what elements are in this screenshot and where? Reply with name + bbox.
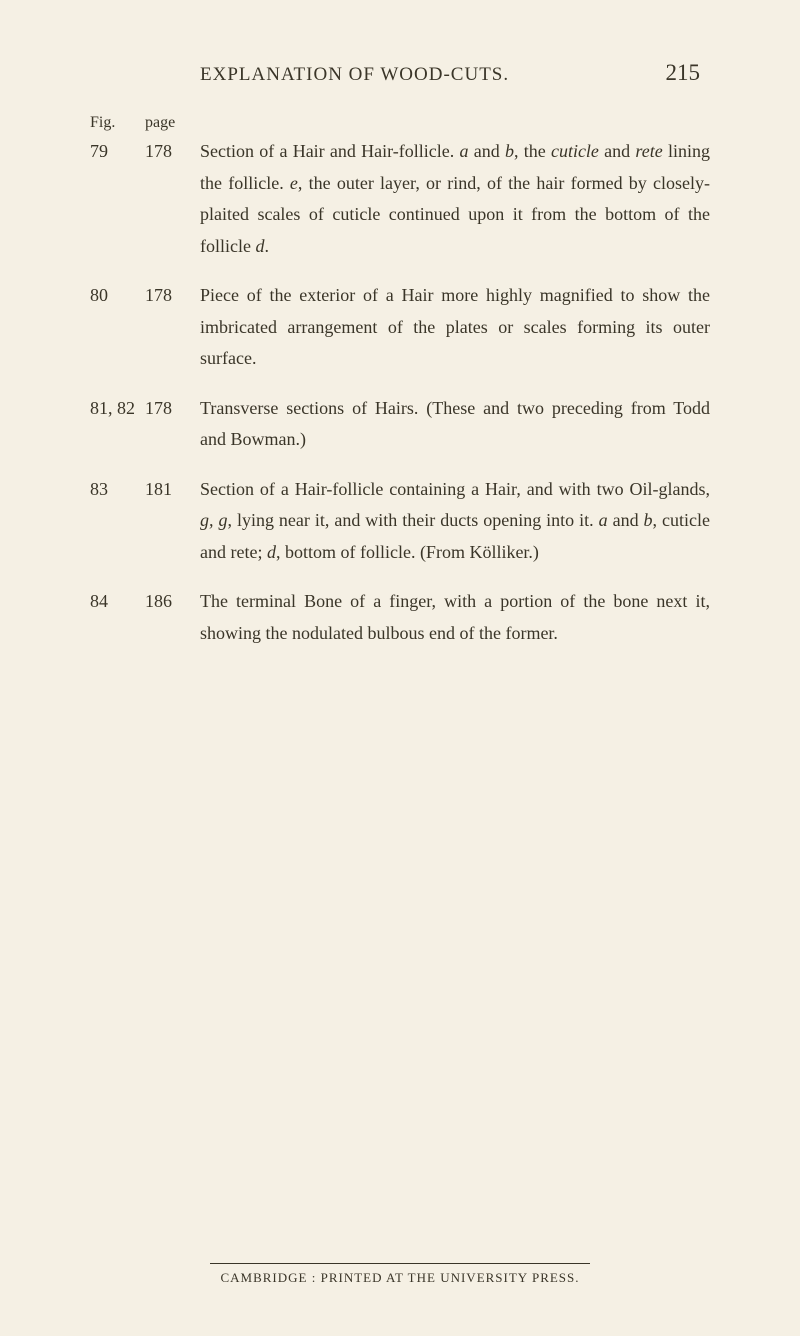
body-text: , lying near it, and with their ducts op…	[227, 510, 598, 530]
italic-text: d	[267, 542, 276, 562]
entry-row: 83181Section of a Hair-follicle containi…	[90, 474, 710, 569]
body-text: Section of a Hair and Hair-follicle.	[200, 141, 459, 161]
italic-text: e	[290, 173, 298, 193]
entry-page: 178	[145, 280, 200, 375]
page-number: 215	[666, 60, 701, 86]
italic-text: cuticle	[551, 141, 599, 161]
entry-fig: 79	[90, 136, 145, 262]
label-page: page	[145, 114, 200, 132]
body-text: and	[608, 510, 644, 530]
body-text: The terminal Bone of a finger, with a po…	[200, 591, 710, 643]
entry-description: The terminal Bone of a finger, with a po…	[200, 586, 710, 649]
entry-fig: 84	[90, 586, 145, 649]
entry-description: Piece of the exterior of a Hair more hig…	[200, 280, 710, 375]
entry-fig: 81, 82	[90, 393, 145, 456]
entry-page: 178	[145, 136, 200, 262]
entries-list: 79178Section of a Hair and Hair-follicle…	[90, 136, 710, 649]
body-text: Transverse sections of Hairs. (These and…	[200, 398, 710, 450]
page-header: EXPLANATION OF WOOD-CUTS. 215	[90, 60, 710, 86]
body-text: , bottom of follicle. (From Kölliker.)	[276, 542, 539, 562]
body-text: and	[599, 141, 635, 161]
italic-text: b	[644, 510, 653, 530]
entry-description: Section of a Hair and Hair-follicle. a a…	[200, 136, 710, 262]
header-title: EXPLANATION OF WOOD-CUTS.	[200, 64, 509, 86]
italic-text: b	[505, 141, 514, 161]
body-text: Section of a Hair-follicle containing a …	[200, 479, 710, 499]
column-labels: Fig. page	[90, 114, 710, 132]
body-text: , the	[514, 141, 551, 161]
entry-row: 81, 82178Transverse sections of Hairs. (…	[90, 393, 710, 456]
entry-page: 181	[145, 474, 200, 569]
entry-description: Transverse sections of Hairs. (These and…	[200, 393, 710, 456]
footer-rule	[210, 1263, 590, 1264]
entry-row: 84186The terminal Bone of a finger, with…	[90, 586, 710, 649]
entry-page: 186	[145, 586, 200, 649]
body-text: Piece of the exterior of a Hair more hig…	[200, 285, 710, 368]
entry-row: 79178Section of a Hair and Hair-follicle…	[90, 136, 710, 262]
body-text: .	[264, 236, 269, 256]
entry-fig: 83	[90, 474, 145, 569]
body-text: and	[468, 141, 504, 161]
page-footer: CAMBRIDGE : PRINTED AT THE UNIVERSITY PR…	[0, 1263, 800, 1286]
italic-text: a	[599, 510, 608, 530]
label-fig: Fig.	[90, 114, 145, 132]
entry-page: 178	[145, 393, 200, 456]
italic-text: rete	[635, 141, 662, 161]
entry-fig: 80	[90, 280, 145, 375]
entry-description: Section of a Hair-follicle containing a …	[200, 474, 710, 569]
italic-text: g, g	[200, 510, 227, 530]
entry-row: 80178Piece of the exterior of a Hair mor…	[90, 280, 710, 375]
footer-text: CAMBRIDGE : PRINTED AT THE UNIVERSITY PR…	[0, 1270, 800, 1286]
